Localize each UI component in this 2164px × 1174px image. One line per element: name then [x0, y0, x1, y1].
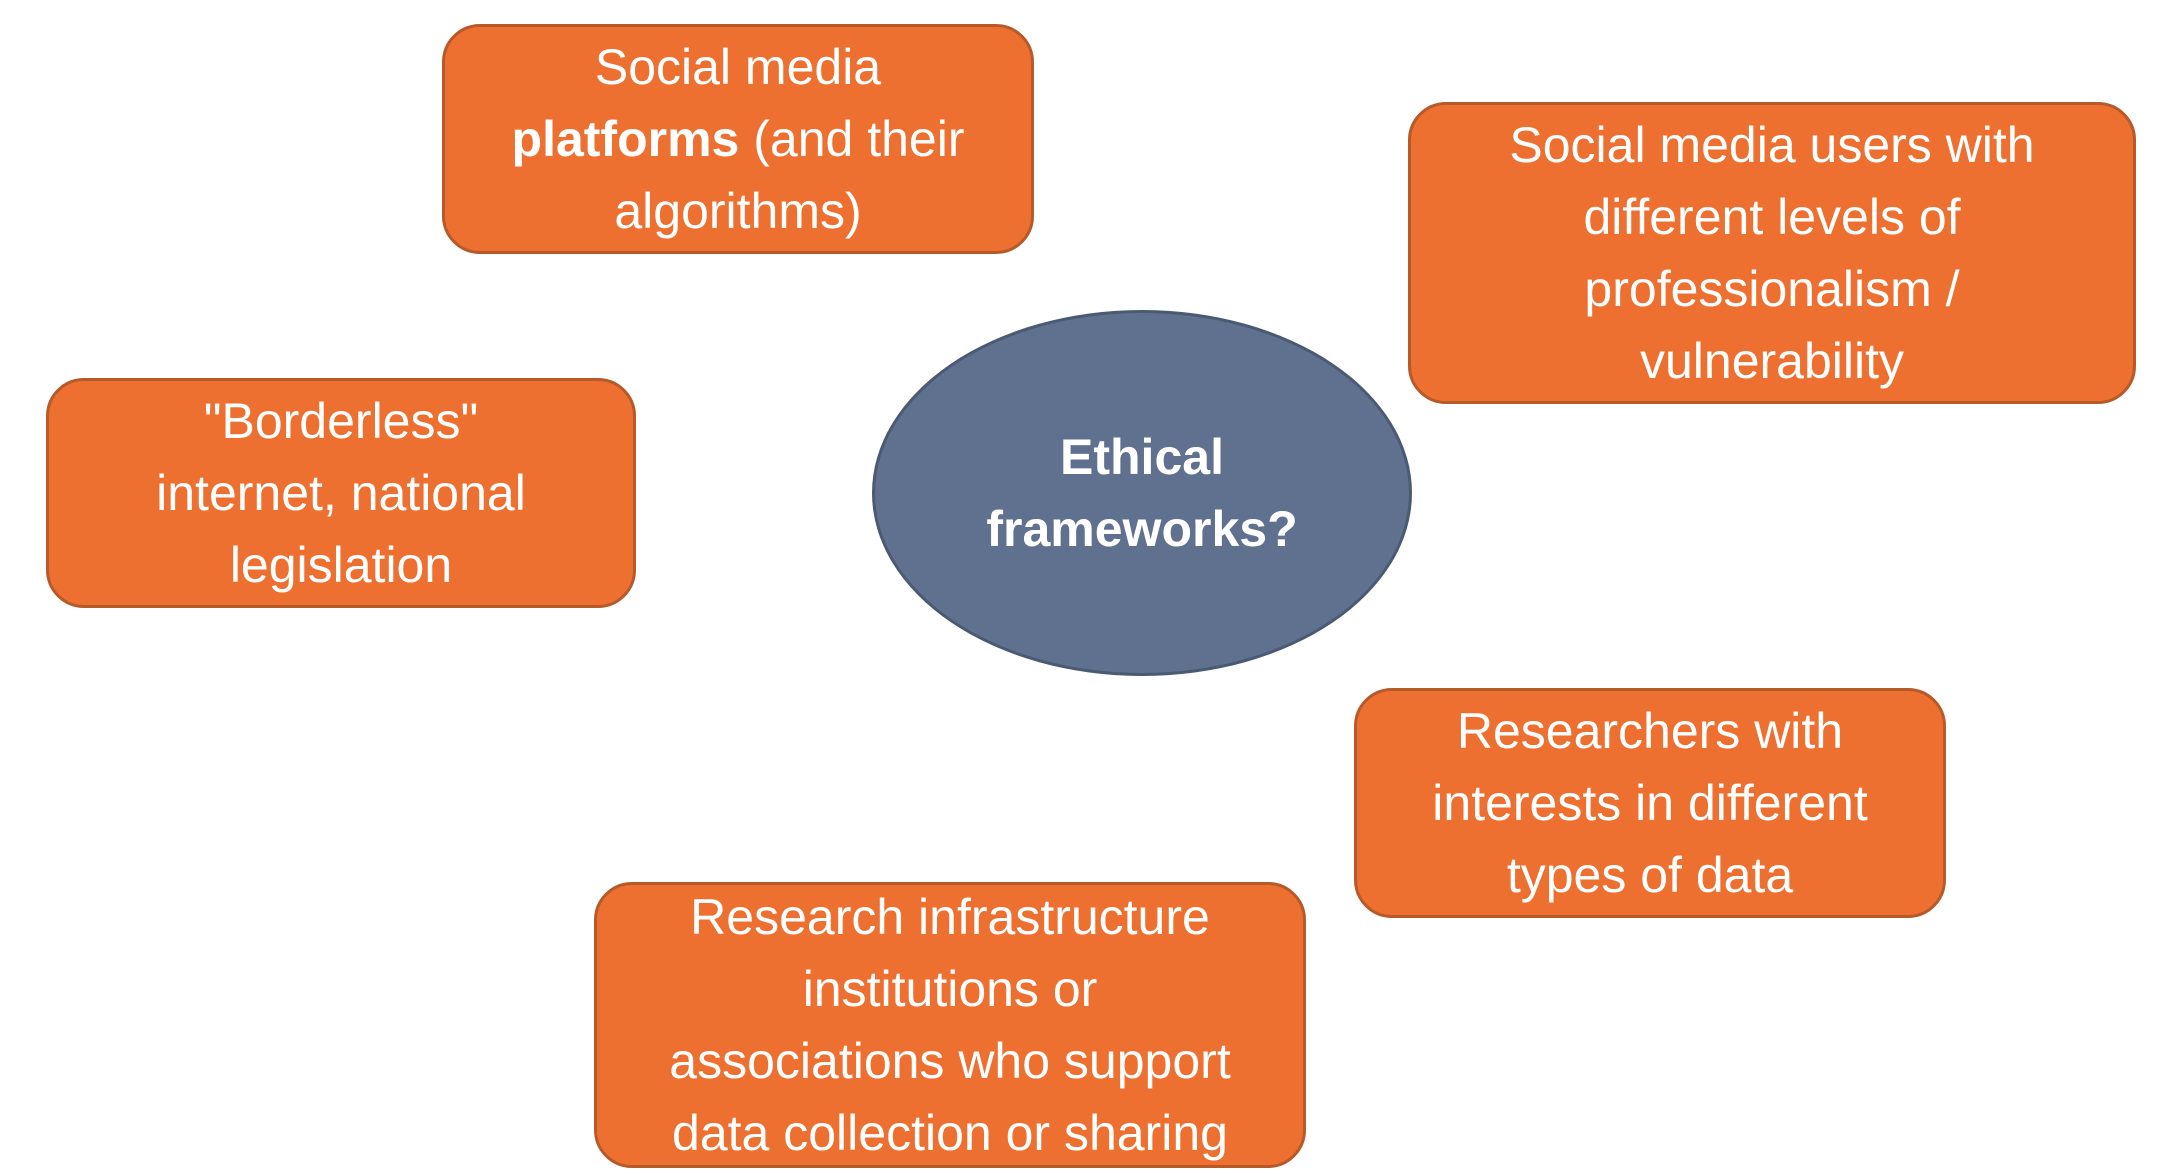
node-label-line: platforms (and their	[512, 103, 965, 175]
node-label-bold: platforms	[511, 111, 740, 167]
node-social-media-platforms: Social media platforms (and their algori…	[442, 24, 1034, 254]
node-researchers: Researchers with interests in different …	[1354, 688, 1946, 918]
node-label-line: interests in different	[1432, 775, 1868, 831]
center-label-line: frameworks?	[986, 501, 1298, 557]
node-label-line: Researchers with	[1456, 703, 1844, 759]
center-label-line: Ethical	[1060, 429, 1224, 485]
node-label-line: different levels of	[1583, 189, 1961, 245]
node-label-line: Research infrastructure	[690, 889, 1210, 945]
node-label-line: types of data	[1506, 847, 1794, 903]
node-label-rest: (and their	[739, 111, 965, 167]
node-label-line: Social media	[594, 39, 882, 95]
node-label-line: professionalism /	[1584, 261, 1960, 317]
node-label-line: data collection or sharing	[672, 1105, 1228, 1161]
node-label-line: institutions or	[802, 961, 1098, 1017]
node-label-line: associations who support	[669, 1033, 1231, 1089]
node-research-infrastructure: Research infrastructure institutions or …	[594, 882, 1306, 1168]
node-label-line: vulnerability	[1639, 333, 1904, 389]
node-social-media-users: Social media users with different levels…	[1408, 102, 2136, 404]
node-borderless-internet: "Borderless" internet, national legislat…	[46, 378, 636, 608]
node-label-line: internet, national	[156, 465, 526, 521]
node-label-line: algorithms)	[614, 183, 862, 239]
node-label-line: "Borderless"	[203, 393, 479, 449]
node-label-line: legislation	[229, 537, 453, 593]
node-label-line: Social media users with	[1509, 117, 2035, 173]
center-node-ethical-frameworks: Ethical frameworks?	[872, 310, 1412, 676]
